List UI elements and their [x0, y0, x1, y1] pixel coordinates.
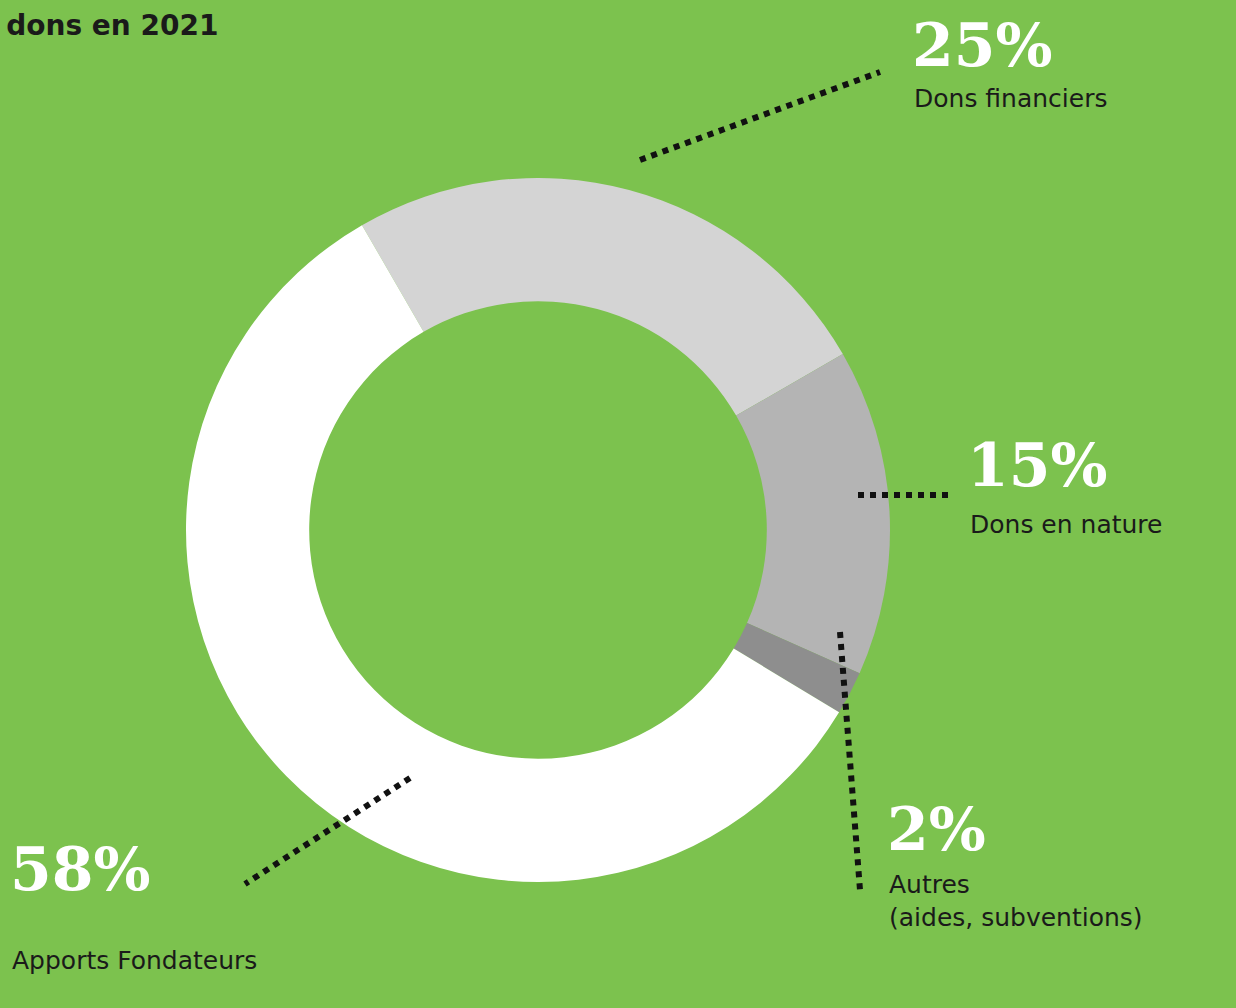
svg-text:25%: 25%	[912, 10, 1053, 80]
svg-text:dons en 2021: dons en 2021	[6, 9, 218, 42]
svg-text:Dons financiers: Dons financiers	[914, 84, 1108, 113]
svg-text:15%: 15%	[967, 430, 1108, 500]
svg-text:58%: 58%	[10, 834, 151, 904]
svg-text:Autres(aides, subventions): Autres(aides, subventions)	[889, 870, 1143, 932]
svg-text:Dons en nature: Dons en nature	[970, 510, 1162, 539]
svg-text:2%: 2%	[887, 794, 986, 864]
svg-text:Apports Fondateurs: Apports Fondateurs	[12, 946, 257, 975]
